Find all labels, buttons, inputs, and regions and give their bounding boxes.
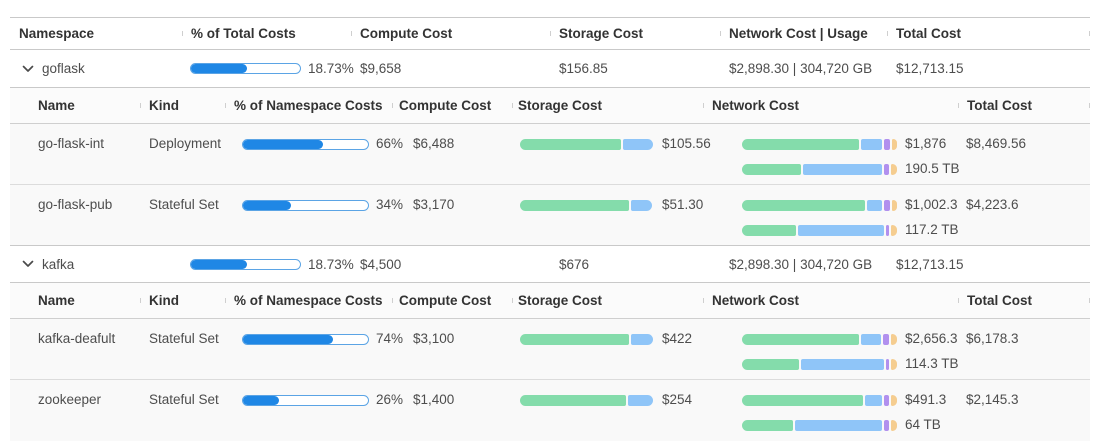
namespace-name: kafka <box>42 256 75 272</box>
network-cost-value: $1,002.3 <box>905 197 958 212</box>
network-usage-bar <box>742 358 897 370</box>
storage-cost-bar <box>520 394 654 406</box>
workload-kind: Deployment <box>149 136 222 151</box>
network-cost-bar <box>742 333 898 345</box>
total-cost-value: $4,223.6 <box>966 197 1019 212</box>
col-header-compute-cost: Compute Cost <box>392 293 512 308</box>
workload-name: zookeeper <box>38 392 102 407</box>
storage-cost-value: $676 <box>559 256 590 272</box>
col-header-network-cost: Network Cost <box>703 293 958 308</box>
workload-table-header: Name Kind % of Namespace Costs Compute C… <box>10 88 1090 124</box>
col-header-pct-namespace-costs: % of Namespace Costs <box>225 98 392 113</box>
pct-total-costs-value: 18.73% <box>308 256 354 272</box>
network-cost-bar <box>742 199 897 211</box>
col-header-compute-cost: Compute Cost <box>392 98 512 113</box>
pct-namespace-costs-bar <box>242 394 369 406</box>
network-usage-bar <box>742 224 897 236</box>
pct-namespace-costs-value: 26% <box>376 392 404 407</box>
storage-cost-bar <box>520 333 654 345</box>
compute-cost-value: $1,400 <box>413 392 455 407</box>
storage-cost-value: $254 <box>662 392 693 407</box>
compute-cost-value: $4,500 <box>360 256 402 272</box>
storage-cost-bar <box>520 138 654 150</box>
network-usage-value: 114.3 TB <box>905 356 959 371</box>
network-usage-value: 117.2 TB <box>905 222 959 237</box>
storage-cost-value: $105.56 <box>662 136 711 151</box>
pct-namespace-costs-bar <box>242 199 369 211</box>
col-header-kind: Kind <box>140 98 225 113</box>
network-cost-value: $491.3 <box>905 392 947 407</box>
network-cost-value: $2,656.3 <box>905 331 958 346</box>
col-header-network-cost: Network Cost <box>703 98 958 113</box>
pct-namespace-costs-value: 34% <box>376 197 404 212</box>
network-usage-bar <box>742 163 897 175</box>
network-cost-value: $1,876 <box>905 136 947 151</box>
network-cost-usage-value: $2,898.30 | 304,720 GB <box>729 61 873 76</box>
pct-namespace-costs-value: 66% <box>376 136 404 151</box>
network-usage-value: 190.5 TB <box>905 161 960 176</box>
col-header-total-cost: Total Cost <box>958 98 1090 113</box>
col-header-storage-cost: Storage Cost <box>512 98 703 113</box>
pct-total-costs-bar <box>190 63 301 74</box>
col-header-pct-namespace-costs: % of Namespace Costs <box>225 293 392 308</box>
col-header-total-cost: Total Cost <box>958 293 1090 308</box>
workload-row-go-flask-int[interactable]: go-flask-int Deployment 66% $6,488 $105.… <box>10 124 1090 185</box>
network-cost-bar <box>742 138 897 150</box>
workload-name: kafka-deafult <box>38 331 116 346</box>
namespace-table-header: Namespace % of Total Costs Compute Cost … <box>10 17 1090 50</box>
workload-row-kafka-deafult[interactable]: kafka-deafult Stateful Set 74% $3,100 $4… <box>10 319 1090 380</box>
storage-cost-bar <box>520 199 654 211</box>
col-header-storage-cost: Storage Cost <box>512 293 703 308</box>
total-cost-value: $2,145.3 <box>966 392 1019 407</box>
storage-cost-value: $156.85 <box>559 61 608 76</box>
workload-kind: Stateful Set <box>149 331 219 346</box>
workload-name: go-flask-int <box>38 136 105 151</box>
workload-table-header: Name Kind % of Namespace Costs Compute C… <box>10 283 1090 319</box>
col-header-compute-cost: Compute Cost <box>351 26 550 41</box>
col-header-namespace: Namespace <box>19 26 95 41</box>
workload-kind: Stateful Set <box>149 392 219 407</box>
col-header-pct-total-costs: % of Total Costs <box>182 26 351 41</box>
pct-total-costs-bar <box>190 258 301 270</box>
network-usage-value: 64 TB <box>905 417 941 432</box>
compute-cost-value: $6,488 <box>413 136 455 151</box>
col-header-name: Name <box>38 293 75 308</box>
compute-cost-value: $3,170 <box>413 197 455 212</box>
workload-name: go-flask-pub <box>38 197 113 212</box>
col-header-total-cost: Total Cost <box>887 26 1090 41</box>
col-header-kind: Kind <box>140 293 225 308</box>
namespace-name: goflask <box>42 61 85 76</box>
namespace-row-goflask[interactable]: goflask 18.73% $9,658 $156.85 $2,898.30 … <box>10 50 1090 88</box>
pct-namespace-costs-value: 74% <box>376 331 404 346</box>
network-cost-usage-value: $2,898.30 | 304,720 GB <box>729 256 873 272</box>
col-header-network-cost-usage: Network Cost | Usage <box>720 26 887 41</box>
storage-cost-value: $422 <box>662 331 693 346</box>
storage-cost-value: $51.30 <box>662 197 704 212</box>
total-cost-value: $12,713.15 <box>896 61 964 76</box>
col-header-storage-cost: Storage Cost <box>550 26 720 41</box>
pct-namespace-costs-bar <box>242 138 369 150</box>
network-usage-bar <box>742 419 897 431</box>
compute-cost-value: $9,658 <box>360 61 402 76</box>
chevron-down-icon[interactable] <box>22 65 34 73</box>
namespace-row-kafka[interactable]: kafka 18.73% $4,500 $676 $2,898.30 | 304… <box>10 245 1090 283</box>
total-cost-value: $8,469.56 <box>966 136 1027 151</box>
workload-kind: Stateful Set <box>149 197 219 212</box>
total-cost-value: $12,713.15 <box>896 256 964 272</box>
pct-namespace-costs-bar <box>242 333 369 345</box>
pct-total-costs-value: 18.73% <box>308 61 354 76</box>
chevron-down-icon[interactable] <box>22 260 34 268</box>
total-cost-value: $6,178.3 <box>966 331 1019 346</box>
compute-cost-value: $3,100 <box>413 331 455 346</box>
col-header-name: Name <box>38 98 75 113</box>
workload-row-zookeeper[interactable]: zookeeper Stateful Set 26% $1,400 $254 <box>10 380 1090 441</box>
network-cost-bar <box>742 394 897 406</box>
workload-row-go-flask-pub[interactable]: go-flask-pub Stateful Set 34% $3,170 $51… <box>10 185 1090 246</box>
cost-breakdown-table: Namespace % of Total Costs Compute Cost … <box>10 17 1090 441</box>
